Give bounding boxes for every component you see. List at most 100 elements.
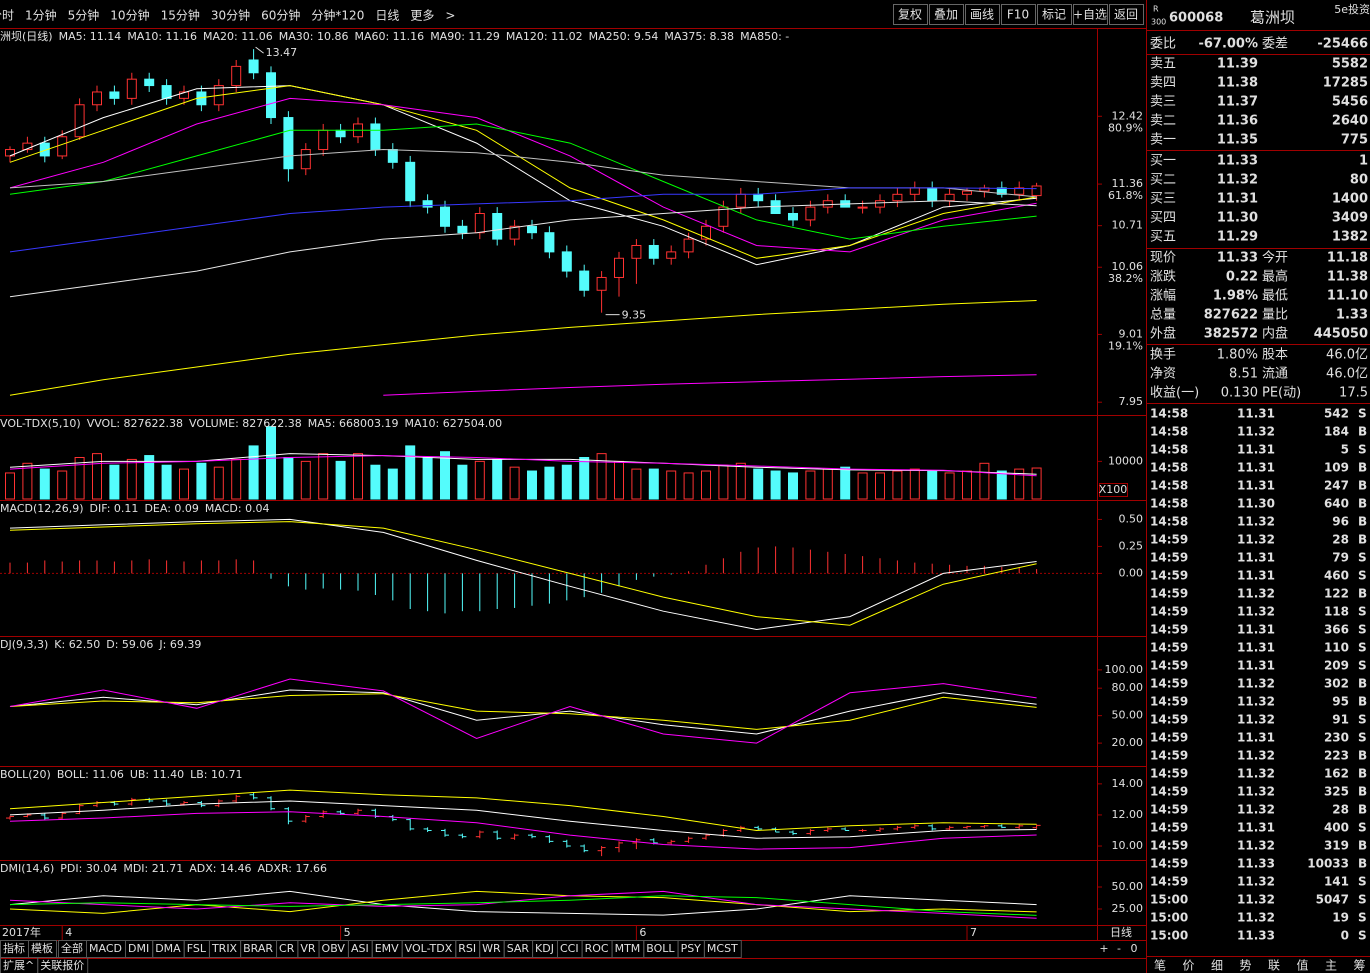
quote-label: 卖二 [1150, 114, 1176, 129]
toolbar-button[interactable]: 画线 [970, 8, 994, 22]
volume-bar [57, 470, 68, 500]
side-tab[interactable]: 筹 [1353, 959, 1365, 973]
period-tab[interactable]: 60分钟 [261, 8, 300, 23]
period-tab[interactable]: 日线 [375, 9, 399, 23]
bottom-tab[interactable]: WR [482, 942, 501, 955]
indicator-header: MA250: 9.54 [589, 30, 659, 43]
bottom-tab[interactable]: EMV [375, 942, 399, 955]
bottom-tab[interactable]: CR [279, 942, 295, 955]
side-tab[interactable]: 势 [1239, 959, 1251, 973]
bottom-tab[interactable]: 全部 [61, 941, 83, 955]
bottom-tab[interactable]: VOL-TDX [405, 942, 453, 955]
indicator-header: BOLL: 11.06 [57, 768, 124, 781]
trade-price: 11.32 [1237, 695, 1275, 709]
quote-label: 涨跌 [1150, 269, 1176, 285]
bottom-tab[interactable]: OBV [322, 942, 346, 955]
period-tab[interactable]: 10分钟 [110, 8, 149, 23]
bottom-tab[interactable]: TRIX [211, 942, 238, 955]
trade-side: B [1358, 533, 1367, 547]
toolbar-button[interactable]: +自选 [1073, 8, 1107, 22]
quote-value: 11.32 [1217, 173, 1258, 188]
y-tick-label: 12.00 [1112, 808, 1144, 821]
bottom-tab[interactable]: MACD [89, 942, 122, 955]
indicator-line [9, 200, 1037, 298]
bottom-tab[interactable]: 关联报价 [40, 958, 84, 972]
toolbar-button[interactable]: 复权 [898, 8, 922, 22]
side-tab[interactable]: 主 [1325, 959, 1337, 973]
bottom-tab[interactable]: FSL [187, 942, 207, 955]
toolbar-button[interactable]: F10 [1007, 8, 1029, 22]
trade-side: S [1358, 605, 1367, 619]
indicator-line [9, 811, 1037, 850]
indicator-line [383, 374, 1037, 396]
bottom-tab[interactable]: BOLL [646, 942, 675, 955]
candle-body [701, 225, 711, 240]
bottom-tab[interactable]: MTM [615, 942, 641, 955]
side-tab[interactable]: 价 [1182, 959, 1194, 973]
bottom-tab[interactable]: PSY [681, 942, 702, 955]
bottom-tab[interactable]: RSI [458, 942, 476, 955]
volume-bar [544, 466, 555, 500]
period-tab[interactable]: 更多 [410, 9, 434, 23]
bottom-tab[interactable]: 扩展^ [3, 958, 34, 972]
info-label: 股本 [1262, 348, 1288, 363]
trade-price: 11.32 [1237, 893, 1275, 907]
y-tick-label: 10.71 [1112, 219, 1144, 232]
side-tab[interactable]: 细 [1211, 959, 1223, 973]
bottom-tab[interactable]: 模板 [31, 941, 53, 955]
period-tab[interactable]: > [445, 9, 455, 23]
zoom-button[interactable]: + [1099, 942, 1108, 955]
unit-label: X100 [1099, 483, 1128, 496]
bottom-tab[interactable]: 指标 [3, 941, 25, 955]
side-tab[interactable]: 值 [1296, 958, 1308, 973]
period-tab[interactable]: 分时 [0, 9, 14, 23]
toolbar-button-frame [1073, 4, 1108, 25]
high-annotation: 13.47 [266, 46, 298, 59]
quote-label: 最低 [1262, 289, 1288, 304]
side-tab[interactable]: 笔 [1154, 958, 1166, 973]
volume-bar [161, 464, 172, 500]
bottom-tab[interactable]: BRAR [243, 942, 273, 955]
toolbar-button[interactable]: 标记 [1042, 8, 1066, 22]
period-tab[interactable]: 分钟*120 [311, 8, 364, 23]
bottom-tab[interactable]: CCI [560, 942, 579, 955]
volume-bar [648, 468, 659, 500]
bottom-tab[interactable]: DMA [155, 942, 181, 955]
period-tab[interactable]: 5分钟 [68, 8, 100, 23]
period-tab[interactable]: 1分钟 [25, 8, 57, 23]
trade-price: 11.31 [1237, 551, 1275, 565]
bottom-tab[interactable]: MCST [707, 942, 738, 955]
trade-time: 14:59 [1150, 767, 1188, 781]
volume-bar [909, 468, 920, 500]
zoom-button[interactable]: 0 [1131, 942, 1138, 955]
stock-code: 600068 [1169, 11, 1223, 26]
toolbar-button[interactable]: 叠加 [934, 8, 958, 22]
candle-body [422, 200, 433, 208]
side-tab[interactable]: 联 [1268, 959, 1280, 973]
indicator-line [9, 521, 1037, 626]
zoom-button[interactable]: - [1117, 942, 1121, 955]
bottom-tab[interactable]: VR [300, 942, 316, 955]
indicator-header: DMI(14,6) [0, 862, 54, 875]
volume-bar [39, 468, 50, 500]
candle-body [440, 206, 450, 227]
quote-label: 买五 [1150, 230, 1176, 245]
period-tab[interactable]: 15分钟 [161, 8, 200, 23]
volume-bar [962, 470, 972, 500]
volume-bar [875, 472, 885, 500]
bottom-tab[interactable]: SAR [507, 942, 530, 955]
annotation-arrow [255, 46, 264, 54]
trade-time: 15:00 [1150, 929, 1188, 943]
bottom-tab[interactable]: ROC [585, 942, 609, 955]
toolbar-button[interactable]: 返回 [1114, 8, 1138, 22]
volume-bar [596, 453, 607, 500]
bottom-tab[interactable]: DMI [128, 942, 149, 955]
quote-label: 总量 [1150, 308, 1176, 323]
period-tab[interactable]: 30分钟 [211, 8, 250, 23]
trade-side: B [1358, 587, 1367, 601]
y-tick-label: 80.00 [1112, 681, 1144, 694]
bottom-tab[interactable]: KDJ [535, 942, 554, 955]
trade-side: B [1358, 785, 1367, 799]
quote-value: 445050 [1314, 327, 1368, 342]
bottom-tab[interactable]: ASI [351, 942, 369, 955]
